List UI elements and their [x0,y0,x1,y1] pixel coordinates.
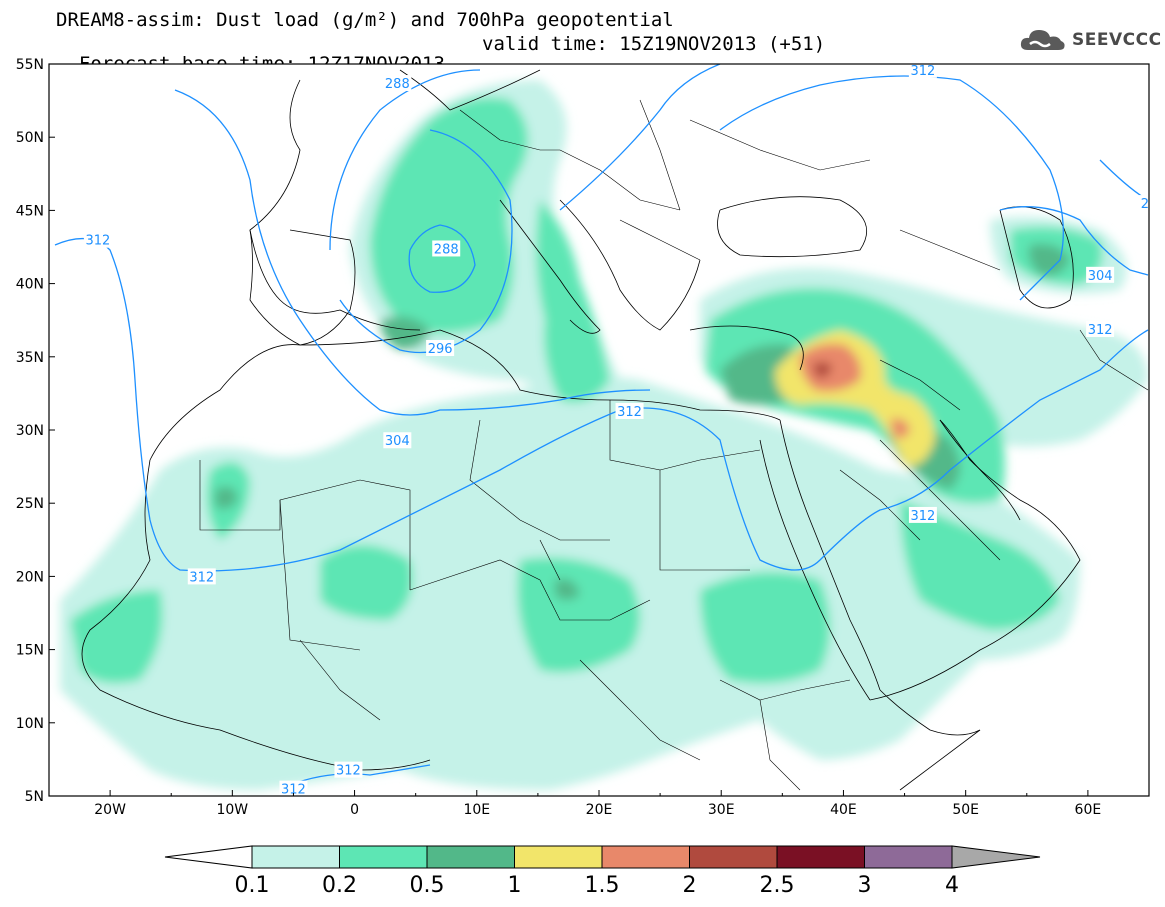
lon-tick-label: 30E [708,802,735,818]
contour-label-bg [908,506,937,523]
lon-tick-label: 0 [350,802,359,818]
contour-label: 312 [910,64,935,79]
lat-tick-label: 45N [16,203,44,219]
lat-tick-label: 35N [16,350,44,366]
contour-label-bg [83,231,112,248]
contour-label: 312 [617,405,642,420]
colorbar-over-arrow [951,845,1041,869]
map-area: 288 288 296 304 312 312 312 312 312 312 304 312 312 2… [49,64,1158,798]
lat-tick-label: 40N [16,277,44,293]
contour-label: 304 [1088,269,1113,284]
lon-tick-label: 20W [94,802,126,818]
contour-label: 288 [434,242,459,257]
colorbar-swatch [426,845,515,869]
lat-tick-label: 25N [16,496,44,512]
lon-tick-label: 10E [463,802,490,818]
lat-tick-label: 10N [16,716,44,732]
colorbar-label: 1 [508,873,522,898]
contour-label: 312 [189,570,214,585]
seevccc-logo: SEEVCCC [1018,26,1161,56]
contour-label-bg [1139,195,1149,212]
contour-label-bg [334,761,363,778]
colorbar-swatch [251,845,340,869]
colorbar-swatch [776,845,865,869]
contour-label: 304 [385,434,410,449]
dust-level-2 [812,362,832,378]
cloud-icon [1020,30,1065,50]
colorbar-label: 0.2 [322,873,357,898]
lat-tick-label: 30N [16,423,44,439]
lon-tick-label: 40E [830,802,857,818]
colorbar-label: 2.5 [760,873,795,898]
contour-label: 312 [336,764,361,779]
colorbar-swatch [601,845,690,869]
colorbar-label: 4 [945,873,959,898]
contour-label-bg [426,340,455,357]
contour-label: 312 [85,234,110,249]
longitude-axis: 20W 10W 0 10E 20E 30E 40E 50E 60E [48,790,1150,818]
contour-label-bg [279,780,308,796]
colorbar-swatch [689,845,778,869]
contour-label-bg [187,568,216,585]
contour-label: 312 [281,783,306,798]
lat-tick-label: 55N [16,57,44,73]
lon-tick-label: 50E [952,802,979,818]
lat-tick-label: 20N [16,569,44,585]
colorbar-swatch [864,845,953,869]
contour-label-bg [615,402,644,419]
colorbar-label: 0.5 [410,873,445,898]
lat-tick-label: 15N [16,643,44,659]
lat-tick-label: 50N [16,130,44,146]
lon-tick-label: 10W [216,802,248,818]
latitude-axis: 55N 50N 45N 40N 35N 30N 25N 20N 15N 10N 5N [16,57,55,805]
contour-label: 312 [910,509,935,524]
contour-label-bg [432,240,461,257]
contour-label-bg [908,64,937,78]
contour-label: 296 [428,342,453,357]
valid-time: valid time: 15Z19NOV2013 (+51) [482,33,826,55]
lon-tick-label: 60E [1075,802,1102,818]
colorbar-label: 2 [683,873,697,898]
colorbar-swatch [339,845,428,869]
country-borders [199,99,1149,791]
contour-labels: 288 288 296 304 312 312 312 312 312 312 304 312 312 2… [83,64,1158,798]
contour-label: 312 [1088,323,1113,338]
chart-title: DREAM8-assim: Dust load (g/m²) and 700hP… [56,9,674,31]
lat-tick-label: 5N [25,789,44,805]
colorbar-label: 3 [858,873,872,898]
colorbar-under-arrow [164,845,253,869]
colorbar-label: 0.1 [235,873,270,898]
contour-label-bg [383,432,412,449]
contour-label-bg [1086,266,1115,283]
colorbar: 0.1 0.2 0.5 1 1.5 2 2.5 3 4 [164,845,1041,898]
contour-label: 288 [385,77,410,92]
colorbar-label: 1.5 [585,873,620,898]
logo-text: SEEVCCC [1072,30,1162,50]
contour-label: 29 [1141,197,1158,212]
lon-tick-label: 20E [586,802,613,818]
contour-label-bg [383,75,412,92]
colorbar-swatch [514,845,603,869]
contour-label-bg [1086,320,1115,337]
